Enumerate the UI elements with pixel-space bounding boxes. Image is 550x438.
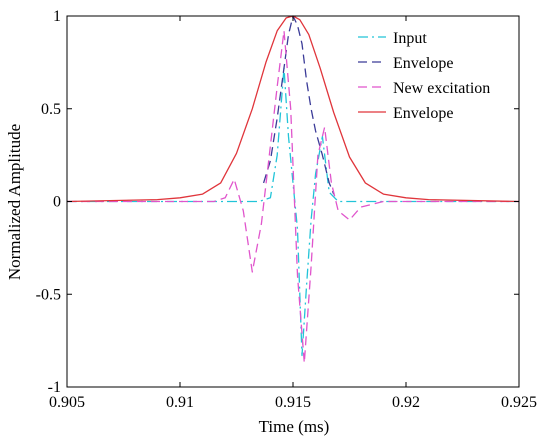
legend-entry-label: Envelope [393, 105, 453, 122]
x-axis-label: Time (ms) [259, 417, 330, 436]
y-tick-label: 0 [53, 194, 61, 211]
x-tick-label: 0.92 [392, 394, 420, 411]
series-line-2 [67, 30, 519, 364]
y-tick-label: -0.5 [36, 286, 61, 303]
y-tick-label: 1 [53, 8, 61, 25]
x-tick-label: 0.925 [501, 394, 537, 411]
legend-entry-label: Input [393, 30, 427, 47]
y-tick-label: -1 [48, 379, 61, 396]
series-line-0 [67, 67, 519, 357]
series-line-1 [262, 15, 335, 195]
legend-entry-label: New excitation [393, 80, 490, 97]
axes: 0.905 0.91 0.915 0.92 0.925 -1 -0.5 0 0.5 1 [36, 8, 537, 411]
x-tick-label: 0.915 [275, 394, 311, 411]
legend: Input Envelope New excitation Envelope [358, 30, 490, 122]
x-tick-label: 0.91 [166, 394, 194, 411]
y-tick-label: 0.5 [41, 101, 61, 118]
legend-entry-label: Envelope [393, 55, 453, 72]
y-axis-label: Normalized Amplitude [5, 124, 24, 280]
x-tick-label: 0.905 [49, 394, 85, 411]
